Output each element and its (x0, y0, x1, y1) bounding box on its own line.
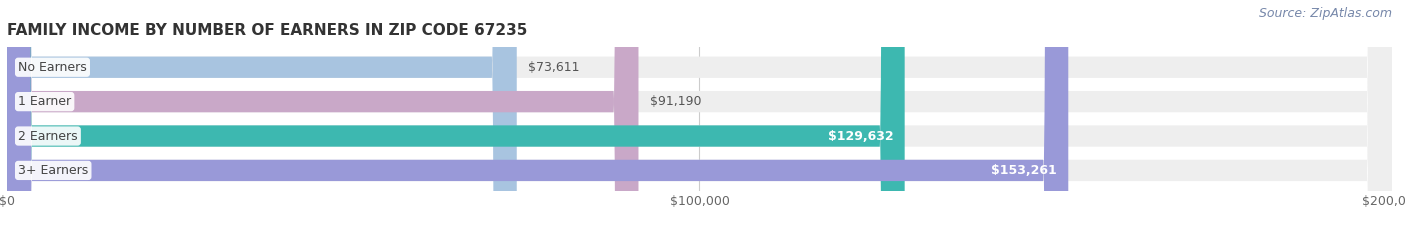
Text: No Earners: No Earners (18, 61, 87, 74)
FancyBboxPatch shape (7, 0, 1392, 233)
FancyBboxPatch shape (7, 0, 904, 233)
FancyBboxPatch shape (7, 0, 1392, 233)
FancyBboxPatch shape (7, 0, 1392, 233)
Text: $129,632: $129,632 (828, 130, 894, 143)
Text: Source: ZipAtlas.com: Source: ZipAtlas.com (1258, 7, 1392, 20)
FancyBboxPatch shape (7, 0, 517, 233)
Text: $73,611: $73,611 (527, 61, 579, 74)
Text: 1 Earner: 1 Earner (18, 95, 72, 108)
Text: $91,190: $91,190 (650, 95, 702, 108)
FancyBboxPatch shape (7, 0, 1069, 233)
Text: 3+ Earners: 3+ Earners (18, 164, 89, 177)
Text: $153,261: $153,261 (991, 164, 1057, 177)
FancyBboxPatch shape (7, 0, 1392, 233)
FancyBboxPatch shape (7, 0, 638, 233)
Text: FAMILY INCOME BY NUMBER OF EARNERS IN ZIP CODE 67235: FAMILY INCOME BY NUMBER OF EARNERS IN ZI… (7, 24, 527, 38)
Text: 2 Earners: 2 Earners (18, 130, 77, 143)
